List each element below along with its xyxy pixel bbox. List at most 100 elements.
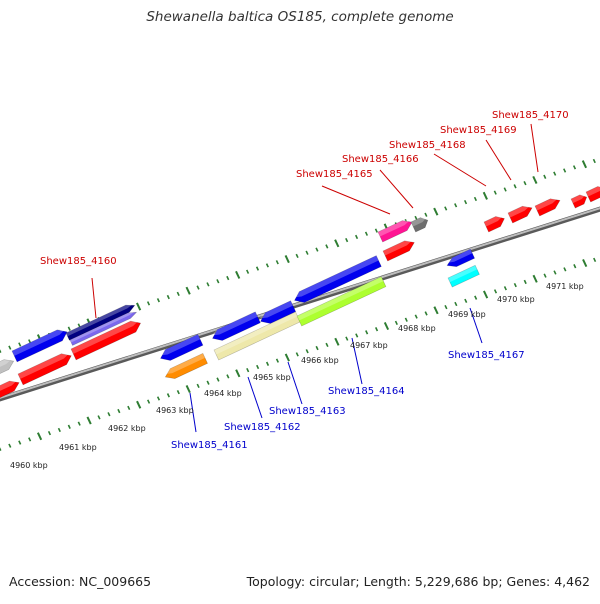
label-leader <box>247 376 263 419</box>
scale-tick <box>474 295 478 300</box>
map-title: Shewanella baltica OS185, complete genom… <box>146 9 454 25</box>
genome-backbone <box>0 206 600 402</box>
scale-tick <box>572 165 577 170</box>
gene-arrow-body <box>294 255 382 303</box>
gene-arrow <box>382 239 415 262</box>
scale-tick <box>18 440 22 445</box>
label-leader <box>469 307 483 344</box>
scale-tick <box>345 336 349 341</box>
gene-arrow-body <box>65 304 136 341</box>
scale-tick <box>196 285 200 290</box>
scale-tick <box>325 244 329 249</box>
scale-tick <box>275 260 279 265</box>
scale-tick <box>305 250 309 255</box>
scale-label: 4965 kbp <box>253 373 291 382</box>
gene-arrow <box>159 333 204 361</box>
scale-tick <box>86 416 92 425</box>
scale-tick <box>345 237 349 243</box>
label-leader <box>321 185 391 215</box>
scale-tick <box>433 207 439 216</box>
scale-tick <box>216 279 220 284</box>
gene-label: Shew185_4161 <box>171 440 248 451</box>
scale-tick <box>433 306 439 315</box>
gene-label: Shew185_4168 <box>389 140 466 151</box>
gene-arrow-shine <box>383 239 414 256</box>
scale-label: 4967 kbp <box>350 341 388 350</box>
scale-tick <box>284 353 290 362</box>
gene-arrow-body <box>534 198 561 217</box>
gene-arrow-shine <box>0 379 18 397</box>
gene-arrow-body <box>17 353 72 386</box>
gene-arrow-shine <box>70 310 136 343</box>
scale-tick <box>147 399 151 404</box>
gene-arrow-body <box>377 220 413 243</box>
scale-tick <box>444 206 448 211</box>
scale-tick <box>284 255 290 264</box>
gene-arrow-body <box>160 333 204 361</box>
gene-arrow-shine <box>571 194 586 204</box>
gene-arrow-body <box>11 329 68 363</box>
gene-label: Shew185_4167 <box>448 350 525 361</box>
scale-tick <box>156 298 160 303</box>
scale-tick <box>275 358 280 363</box>
scale-tick <box>355 333 359 338</box>
gene-arrow-body <box>570 194 588 209</box>
reverse-scale-ticks <box>0 257 597 451</box>
gene-arrow <box>534 197 561 217</box>
gene-arrow <box>0 379 20 403</box>
backbone-highlight <box>0 207 600 399</box>
scale-tick <box>156 396 161 401</box>
scale-tick <box>196 383 200 389</box>
gene-arrow <box>445 248 476 267</box>
label-leader <box>485 139 512 181</box>
scale-tick <box>8 443 12 448</box>
scale-tick <box>532 175 538 185</box>
scale-tick <box>503 286 507 291</box>
scale-tick <box>77 421 81 426</box>
gene-arrow-shine <box>297 276 384 321</box>
gene-arrow <box>17 352 72 386</box>
gene-arrow <box>293 255 382 303</box>
scale-tick <box>532 274 538 283</box>
gene-arrow-shine <box>378 219 411 237</box>
scale-tick <box>107 412 111 417</box>
gene-label: Shew185_4166 <box>342 154 419 165</box>
accession-text: Accession: NC_009665 <box>9 574 152 589</box>
gene-arrow-shine <box>586 185 600 197</box>
scale-label: 4960 kbp <box>10 461 48 470</box>
gene-arrow-body <box>483 216 505 233</box>
gene-arrow <box>483 215 505 233</box>
gene-arrow <box>211 311 261 341</box>
scale-tick <box>36 432 43 441</box>
scale-tick <box>383 322 390 331</box>
gene-arrow <box>259 300 297 324</box>
gene-arrow-shine <box>18 352 70 379</box>
scale-tick <box>563 267 567 272</box>
gene-arrow <box>65 303 136 341</box>
scale-tick <box>295 352 299 357</box>
scale-tick <box>374 228 378 233</box>
gene-arrow-body <box>446 248 476 267</box>
scale-tick <box>136 302 142 311</box>
gene-label: Shew185_4170 <box>492 110 569 121</box>
scale-label: 4970 kbp <box>497 295 535 304</box>
scale-tick <box>404 317 408 322</box>
gene-arrow <box>377 219 413 243</box>
scale-tick <box>226 275 230 281</box>
label-leader <box>433 153 487 187</box>
scale-tick <box>573 264 577 269</box>
scale-tick <box>67 326 71 331</box>
scale-tick <box>582 259 588 268</box>
gene-arrow <box>70 320 142 361</box>
scale-tick <box>295 253 299 259</box>
gene-arrow-shine <box>12 328 66 356</box>
gene-arrow-shine <box>508 205 531 218</box>
scale-label: 4963 kbp <box>156 406 194 415</box>
scale-tick <box>57 427 61 433</box>
scale-tick <box>513 184 517 189</box>
scale-tick <box>216 377 220 382</box>
scale-tick <box>364 231 369 236</box>
scale-tick <box>325 342 329 348</box>
scale-tick <box>581 160 588 169</box>
